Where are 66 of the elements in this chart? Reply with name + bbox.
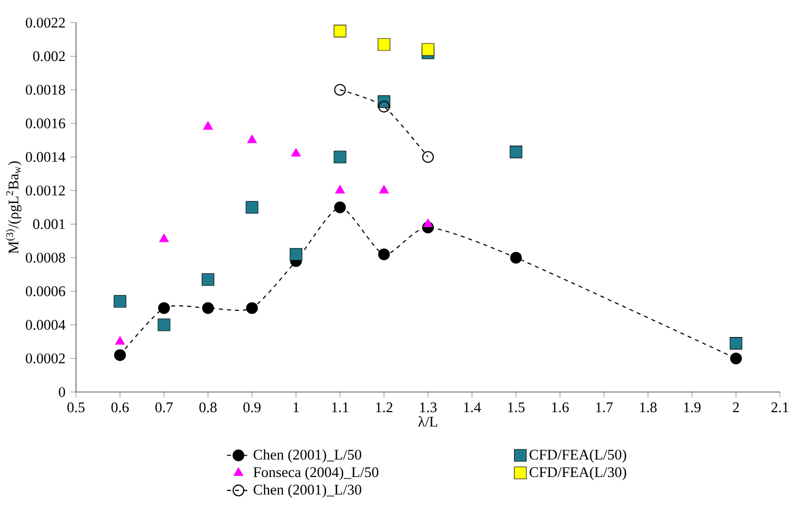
point xyxy=(202,273,214,286)
y-tick-label: 0.0006 xyxy=(26,286,66,296)
y-tick-label: 0 xyxy=(58,387,66,397)
point xyxy=(510,252,522,264)
y-tick-label: 0.0018 xyxy=(26,84,66,95)
point xyxy=(158,318,170,332)
point xyxy=(422,43,434,56)
point xyxy=(290,248,302,261)
point xyxy=(423,218,433,228)
point xyxy=(422,151,434,163)
point xyxy=(378,100,390,112)
x-tick-label: 1 xyxy=(294,402,299,412)
x-tick-label: 1.7 xyxy=(596,402,613,412)
y-tick-label: 0.0004 xyxy=(26,320,66,330)
x-tick-label: 0.6 xyxy=(111,402,129,412)
x-axis-title: λ/L xyxy=(418,416,438,427)
y-tick-label: 0.0022 xyxy=(26,18,65,28)
point xyxy=(378,38,390,51)
point xyxy=(510,146,522,158)
y-tick-label: 0.0012 xyxy=(26,186,65,196)
point xyxy=(247,134,257,144)
y-tick-label: 0.001 xyxy=(33,219,65,230)
x-tick-label: 0.5 xyxy=(67,402,85,412)
point xyxy=(334,150,346,164)
legend-label: CFD/FEA(L/30) xyxy=(530,466,626,480)
y-tick-label: 0.0014 xyxy=(26,152,66,162)
point xyxy=(158,302,170,314)
legend-label: Chen (2001)_L/30 xyxy=(254,484,362,498)
point xyxy=(730,352,742,364)
x-tick-label: 2.1 xyxy=(771,402,788,412)
point xyxy=(246,201,258,214)
y-axis-title: M$^{(3)}$/(ρgL$^{2}$Ba$_{w}$) xyxy=(6,161,22,254)
legend-label: Fonseca (2004)_L/50 xyxy=(253,466,378,480)
x-tick-label: 1.6 xyxy=(552,402,569,412)
x-tick-label: 1.8 xyxy=(640,402,657,412)
point xyxy=(115,336,125,345)
x-tick-label: 0.9 xyxy=(243,402,261,412)
x-tick-label: 1.1 xyxy=(332,402,348,412)
point xyxy=(334,24,346,38)
x-tick-label: 2 xyxy=(732,402,739,412)
x-tick-label: 1.2 xyxy=(376,402,392,412)
point xyxy=(159,234,169,242)
point xyxy=(246,302,258,314)
point xyxy=(202,302,214,314)
legend-label: CFD/FEA(L/50) xyxy=(530,449,626,463)
point xyxy=(379,184,389,194)
y-tick-label: 0.002 xyxy=(33,51,65,62)
point xyxy=(114,349,126,361)
x-tick-label: 1.3 xyxy=(420,402,437,412)
x-tick-label: 1.9 xyxy=(684,402,701,412)
x-tick-label: 0.8 xyxy=(199,402,217,412)
point xyxy=(335,184,345,194)
point xyxy=(730,337,742,350)
x-tick-label: 1.4 xyxy=(464,402,481,412)
legend-label: Chen (2001)_L/50 xyxy=(254,449,362,463)
y-tick-label: 0.0008 xyxy=(26,252,66,263)
point xyxy=(291,148,301,157)
point xyxy=(334,84,346,96)
point xyxy=(378,248,390,260)
point xyxy=(114,295,126,308)
x-tick-label: 1.5 xyxy=(508,402,525,412)
x-tick-label: 0.7 xyxy=(155,402,173,412)
y-tick-label: 0.0002 xyxy=(26,353,65,364)
y-tick-label: 0.0016 xyxy=(26,118,66,128)
point xyxy=(203,121,213,130)
point xyxy=(334,201,346,214)
